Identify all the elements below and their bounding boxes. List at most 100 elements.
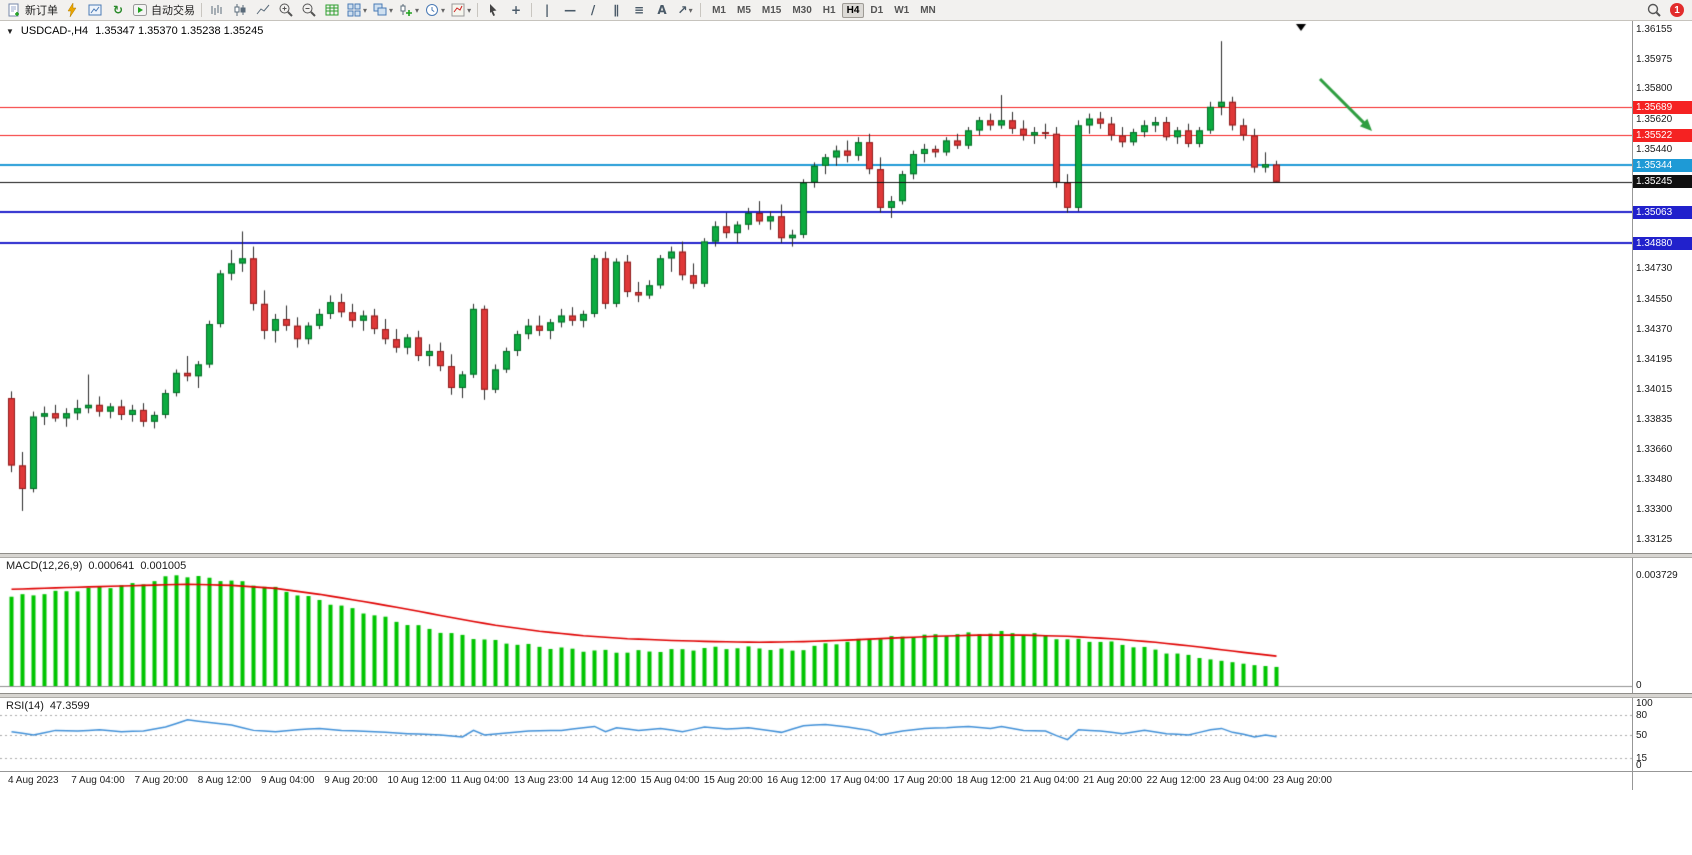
macd-chart[interactable] [0,558,1632,693]
time-label: 7 Aug 04:00 [71,775,125,786]
zoom-out-icon [301,2,317,18]
timeframe-button-h4[interactable]: H4 [841,2,865,18]
toolbar-separator [201,3,202,17]
caret-down-icon: ▾ [467,5,472,15]
price-tick: 1.35975 [1636,53,1673,65]
new-chart-button[interactable]: ▾ [396,1,421,19]
cursor-tool-button[interactable] [482,1,504,19]
price-line-tag: 1.34880 [1633,236,1692,250]
macd-zero-tick: 0 [1636,680,1642,691]
horizontal-line-tool-button[interactable]: — [564,3,577,17]
toolbar-separator [477,3,479,17]
macd-main-value: 0.000641 [88,560,135,572]
rsi-tick: 0 [1636,760,1642,771]
autotrading-button[interactable]: 自动交易 [130,1,197,19]
time-label: 13 Aug 23:00 [514,775,573,786]
timeframe-button-m1[interactable]: M1 [712,4,726,16]
price-tick: 1.33125 [1636,533,1673,545]
price-axis[interactable]: 1.36155 1.35975 1.35800 1.35620 1.35440 1.347… [1632,21,1692,553]
main-toolbar: 新订单 ↻ 自动交易 ▾ ▾ ▾ ▾ ▾ + | — / ∥ ≡ A ↗ ▾ M1… [0,0,1692,21]
template-icon [450,2,466,18]
macd-indicator-name: MACD(12,26,9) [6,560,83,572]
timeframe-button-w1[interactable]: W1 [894,4,910,16]
toolbar-separator [531,3,533,17]
rsi-tick: 50 [1636,730,1648,741]
grid-icon [324,2,340,18]
tile-windows-button[interactable]: ▾ [344,1,369,19]
candlestick-mode-button[interactable] [229,1,251,19]
price-line-tag: 1.35063 [1633,205,1692,219]
rsi-tick: 15 [1636,753,1648,765]
candlestick-chart[interactable] [0,21,1632,553]
cascade-windows-button[interactable]: ▾ [370,1,395,19]
price-tick: 1.34015 [1636,383,1673,395]
timeframe-button-d1[interactable]: D1 [870,4,884,16]
rsi-tick: 80 [1636,710,1648,722]
chart-collapse-icon[interactable]: ▼ [6,26,14,36]
price-tick: 1.34370 [1636,324,1673,336]
search-icon [1646,2,1662,18]
caret-down-icon: ▾ [363,5,368,15]
chart-window-button[interactable] [84,1,106,19]
time-label: 15 Aug 20:00 [703,775,763,786]
zoom-out-button[interactable] [298,1,320,19]
refresh-button[interactable]: ↻ [112,3,124,17]
timeframe-button-m30[interactable]: M30 [792,4,812,16]
channel-tool-button[interactable]: ∥ [613,3,620,17]
vertical-line-tool-button[interactable]: | [544,3,550,17]
text-tool-button[interactable]: A [657,3,667,17]
timeframe-button-mn[interactable]: MN [920,4,936,16]
new-order-icon [6,2,22,18]
fibonacci-tool-button[interactable]: ≡ [634,3,645,17]
rsi-indicator-name: RSI(14) [6,700,44,712]
rsi-tick: 100 [1636,698,1653,709]
zoom-in-icon [278,2,294,18]
rsi-chart[interactable] [0,698,1632,771]
panel-splitter[interactable] [0,553,1692,558]
time-label: 9 Aug 04:00 [261,775,315,786]
time-label: 9 Aug 20:00 [324,775,378,786]
periods-button[interactable]: ▾ [422,1,447,19]
axis-corner [1632,772,1692,790]
rsi-axis[interactable]: 100 80 50 15 0 [1632,698,1692,771]
timeframe-group: M1 M5 M15 M30 H1 H4 D1 W1 MN [707,2,941,18]
price-tick: 1.34195 [1636,353,1673,365]
crosshair-tool-button[interactable]: + [511,3,522,17]
chart-window-icon [87,2,103,18]
time-label: 15 Aug 04:00 [640,775,700,786]
price-tick: 1.35800 [1636,83,1673,95]
cursor-arrow-icon [485,2,501,18]
chart-ohlc-values: 1.35347 1.35370 1.35238 1.35245 [95,25,264,37]
new-order-button[interactable]: 新订单 [4,1,60,19]
timeframe-button-h1[interactable]: H1 [822,4,836,16]
line-chart-mode-button[interactable] [252,1,274,19]
autotrading-label: 自动交易 [151,5,195,17]
macd-axis[interactable]: 0.003729 0 [1632,558,1692,693]
macd-max-tick: 0.003729 [1636,570,1678,582]
time-label: 11 Aug 04:00 [450,775,509,786]
time-label: 8 Aug 12:00 [197,775,252,786]
templates-button[interactable]: ▾ [448,1,473,19]
bar-chart-mode-button[interactable] [206,1,228,19]
panel-splitter[interactable] [0,693,1692,698]
time-axis[interactable]: 4 Aug 2023 7 Aug 04:00 7 Aug 20:00 8 Aug 12… [0,771,1692,790]
notification-badge[interactable]: 1 [1670,3,1684,17]
arrows-tool-button[interactable]: ↗ ▾ [674,1,696,19]
chart-symbol-timeframe: USDCAD-,H4 [20,25,89,37]
time-axis-labels: 4 Aug 2023 7 Aug 04:00 7 Aug 20:00 8 Aug 12… [0,772,1632,790]
caret-down-icon: ▾ [688,5,693,15]
autotrading-icon [132,2,148,18]
tile-windows-icon [346,2,362,18]
cascade-windows-icon [372,2,388,18]
trendline-tool-button[interactable]: / [590,3,596,17]
time-label: 4 Aug 2023 [8,775,59,786]
grid-button[interactable] [321,1,343,19]
zoom-in-button[interactable] [275,1,297,19]
new-order-label: 新订单 [25,5,58,17]
search-button[interactable] [1643,1,1665,19]
timeframe-button-m5[interactable]: M5 [736,4,751,16]
time-label: 21 Aug 20:00 [1083,775,1143,786]
timeframe-button-m15[interactable]: M15 [761,4,782,16]
price-tick: 1.33660 [1636,443,1673,455]
metaeditor-button[interactable] [61,1,83,19]
